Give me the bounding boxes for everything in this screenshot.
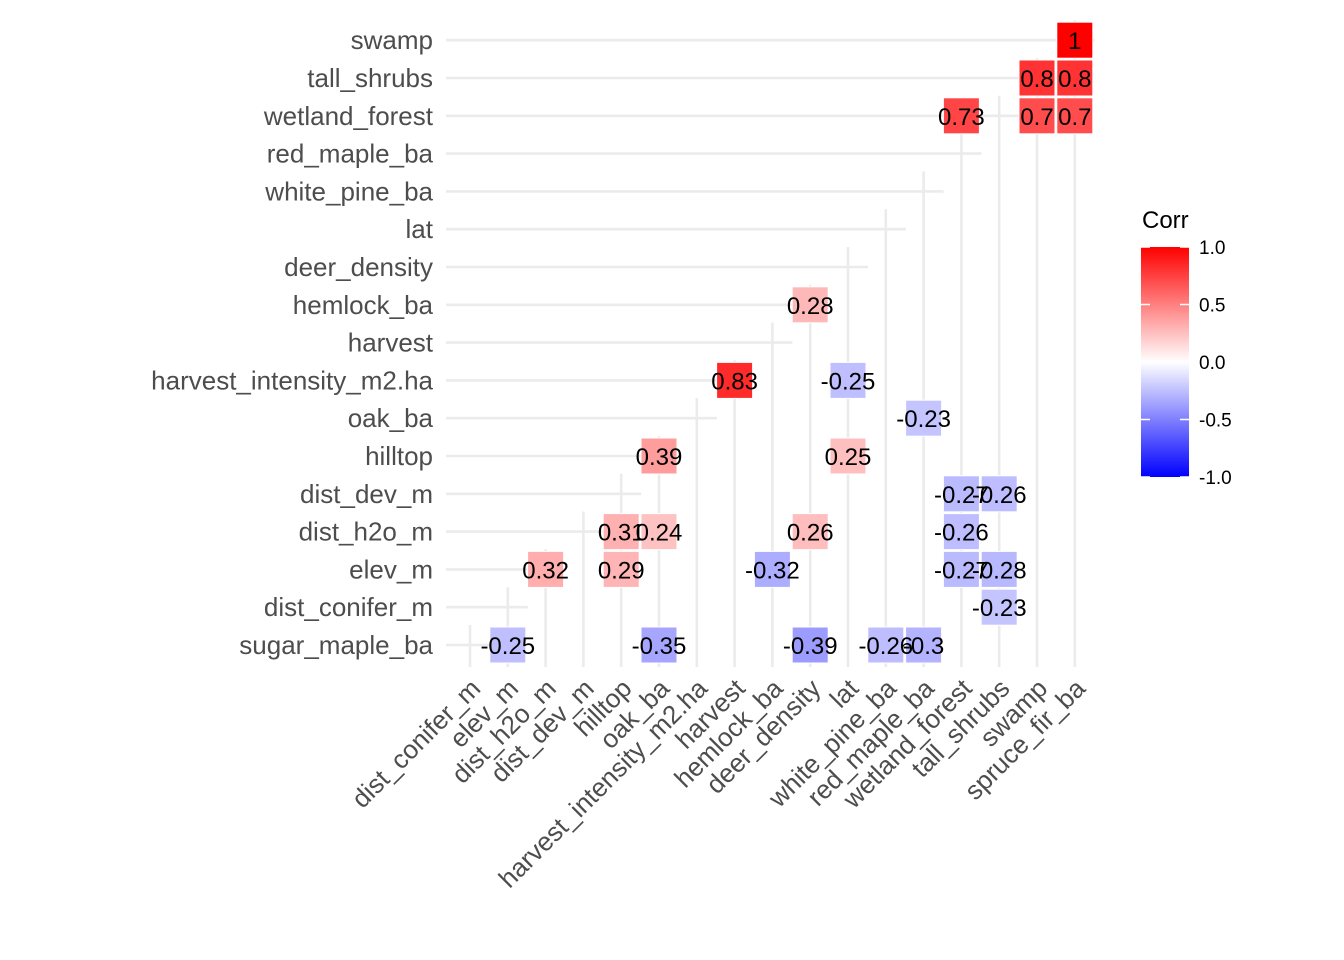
y-tick-label: dist_dev_m bbox=[300, 479, 433, 509]
y-tick-label: tall_shrubs bbox=[307, 63, 433, 93]
heatmap-cell bbox=[942, 97, 980, 135]
legend-tick-label: -0.5 bbox=[1199, 411, 1232, 432]
cell-value-label: -0.23 bbox=[896, 406, 951, 433]
y-tick-label: sugar_maple_ba bbox=[239, 630, 433, 660]
y-tick-label: swamp bbox=[351, 25, 433, 55]
y-tick-label: harvest_intensity_m2.ha bbox=[151, 365, 433, 395]
cell-value-label: -0.26 bbox=[934, 520, 989, 547]
heatmap-cell bbox=[1056, 97, 1094, 135]
cell-value-label: 0.32 bbox=[522, 557, 569, 584]
y-tick-label: harvest bbox=[348, 328, 434, 358]
y-tick-label: wetland_forest bbox=[263, 101, 434, 131]
cell-value-label: -0.27 bbox=[934, 557, 989, 584]
legend-tick-label: 1.0 bbox=[1199, 238, 1225, 259]
heatmap-cell bbox=[1056, 21, 1094, 59]
heatmap-cell bbox=[640, 626, 678, 664]
cell-value-label: -0.39 bbox=[783, 633, 838, 660]
y-tick-label: lat bbox=[406, 214, 434, 244]
heatmap-cell bbox=[489, 626, 527, 664]
heatmap-cell bbox=[640, 513, 678, 551]
y-tick-label: elev_m bbox=[349, 554, 433, 584]
cell-value-label: 0.8 bbox=[1020, 66, 1053, 93]
cell-value-label: 0.39 bbox=[636, 444, 683, 471]
legend-title: Corr bbox=[1142, 207, 1189, 234]
cell-value-label: 0.31 bbox=[598, 520, 645, 547]
legend-tick-label: 0.5 bbox=[1199, 296, 1225, 317]
heatmap-cell bbox=[1018, 59, 1056, 97]
y-tick-label: red_maple_ba bbox=[267, 139, 434, 169]
heatmap-cell bbox=[980, 588, 1018, 626]
y-tick-label: dist_conifer_m bbox=[264, 592, 433, 622]
cell-value-label: 0.7 bbox=[1058, 104, 1091, 131]
y-tick-label: white_pine_ba bbox=[264, 176, 433, 206]
cell-value-label: 0.73 bbox=[938, 104, 985, 131]
heatmap-cell bbox=[753, 550, 791, 588]
heatmap-cell bbox=[791, 513, 829, 551]
cell-value-label: 0.29 bbox=[598, 557, 645, 584]
heatmap-cell bbox=[867, 626, 905, 664]
heatmap-cell bbox=[905, 399, 943, 437]
cell-value-label: -0.26 bbox=[858, 633, 913, 660]
heatmap-cell bbox=[1018, 97, 1056, 135]
legend-tick-label: -1.0 bbox=[1199, 468, 1232, 489]
heatmap-cell bbox=[602, 550, 640, 588]
heatmap-cell bbox=[980, 550, 1018, 588]
heatmap-cell bbox=[640, 437, 678, 475]
cell-value-label: -0.35 bbox=[632, 633, 687, 660]
heatmap-cell bbox=[942, 550, 980, 588]
cell-value-label: 0.25 bbox=[825, 444, 872, 471]
heatmap-cell bbox=[527, 550, 565, 588]
heatmap-cell bbox=[602, 513, 640, 551]
cell-value-label: 0.83 bbox=[711, 368, 758, 395]
cell-value-label: 0.7 bbox=[1020, 104, 1053, 131]
x-axis-labels: dist_conifer_melev_mdist_h2o_mdist_dev_m… bbox=[345, 672, 1091, 893]
heatmap-cell bbox=[716, 361, 754, 399]
cell-value-label: -0.3 bbox=[903, 633, 944, 660]
heatmap-cell bbox=[829, 361, 867, 399]
heatmap-cell bbox=[791, 286, 829, 324]
cell-value-label: 0.28 bbox=[787, 293, 834, 320]
heatmap-cell bbox=[905, 626, 943, 664]
heatmap-cell bbox=[829, 437, 867, 475]
cell-value-label: -0.25 bbox=[480, 633, 535, 660]
cell-value-label: -0.26 bbox=[972, 482, 1027, 509]
legend: Corr 1.0 0.5 0.0 -0.5 -1.0 bbox=[1141, 207, 1232, 489]
y-tick-label: hemlock_ba bbox=[293, 290, 434, 320]
y-tick-label: oak_ba bbox=[348, 403, 434, 433]
cell-value-label: 0.26 bbox=[787, 520, 834, 547]
heatmap-cells bbox=[489, 21, 1094, 664]
heatmap-cell bbox=[1056, 59, 1094, 97]
y-tick-label: hilltop bbox=[365, 441, 433, 471]
cell-value-label: -0.23 bbox=[972, 595, 1027, 622]
cell-value-label: 0.8 bbox=[1058, 66, 1091, 93]
cell-value-label: -0.28 bbox=[972, 557, 1027, 584]
heatmap-cell bbox=[980, 475, 1018, 513]
heatmap-cell bbox=[942, 513, 980, 551]
cell-value-label: 0.24 bbox=[636, 520, 683, 547]
cell-value-label: -0.25 bbox=[821, 368, 876, 395]
heatmap-cell bbox=[791, 626, 829, 664]
y-tick-label: deer_density bbox=[284, 252, 433, 282]
cell-value-label: -0.27 bbox=[934, 482, 989, 509]
heatmap-cell bbox=[942, 475, 980, 513]
cell-value-labels: -0.25 -0.35 -0.39 -0.26-0.3-0.230.32 0.29 -0.… bbox=[480, 28, 1091, 660]
y-tick-label: dist_h2o_m bbox=[299, 517, 433, 547]
y-axis-labels: sugar_maple_ba dist_conifer_m elev_m dist_h… bbox=[151, 25, 434, 660]
cell-value-label: -0.32 bbox=[745, 557, 800, 584]
cell-value-label: 1 bbox=[1068, 28, 1081, 55]
legend-tick-label: 0.0 bbox=[1199, 353, 1225, 374]
